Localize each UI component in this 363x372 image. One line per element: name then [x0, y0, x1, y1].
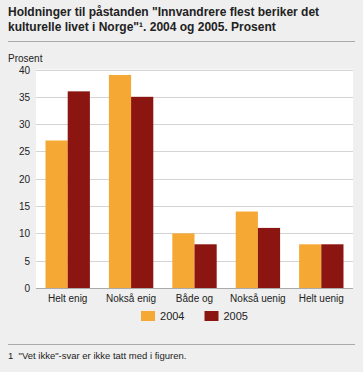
legend-swatch: [141, 311, 155, 321]
x-tick-label: Helt uenig: [299, 293, 344, 304]
plot-area: [36, 70, 353, 289]
bar: [131, 97, 153, 288]
grid-line: [36, 70, 353, 71]
bar: [172, 233, 194, 288]
title: Holdninger til påstanden "Innvandrere fl…: [8, 5, 319, 34]
y-tick-label: 0: [24, 283, 30, 294]
y-tick-label: 40: [19, 65, 31, 76]
bars: [46, 75, 344, 288]
chart: Holdninger til påstanden "Innvandrere fl…: [0, 0, 363, 372]
bar: [236, 212, 258, 288]
legend-label: 2005: [224, 310, 248, 322]
x-axis-line: [36, 288, 353, 289]
x-tick-label: Helt enig: [48, 293, 87, 304]
footnote: 1 "Vet ikke"-svar er ikke tatt med i fig…: [8, 350, 186, 361]
bar: [195, 244, 217, 288]
y-tick-label: 35: [19, 92, 31, 103]
bar: [109, 75, 131, 288]
bar: [46, 141, 68, 288]
x-tick-label: Nokså uenig: [230, 293, 286, 304]
bar: [68, 91, 90, 288]
x-tick-label: Nokså enig: [106, 293, 156, 304]
y-tick-label: 25: [19, 146, 31, 157]
title-rule: [8, 41, 355, 42]
y-axis-label: Prosent: [8, 53, 43, 64]
grid-line: [36, 288, 353, 289]
bar: [258, 228, 280, 288]
legend: 2004 2005: [141, 310, 248, 322]
y-tick-label: 20: [19, 174, 31, 185]
legend-label: 2004: [160, 310, 184, 322]
legend-swatch: [205, 311, 219, 321]
y-tick-label: 10: [19, 228, 31, 239]
y-tick-label: 30: [19, 119, 31, 130]
grid: [36, 71, 353, 289]
footnote-rule: [8, 344, 355, 345]
page: {"chart_data": {"type": "bar", "title": …: [0, 0, 363, 372]
y-tick-label: 5: [24, 256, 30, 267]
x-tick-label: Både og: [176, 293, 213, 304]
bar: [299, 244, 321, 288]
bar: [321, 244, 343, 288]
y-tick-label: 15: [19, 201, 31, 212]
